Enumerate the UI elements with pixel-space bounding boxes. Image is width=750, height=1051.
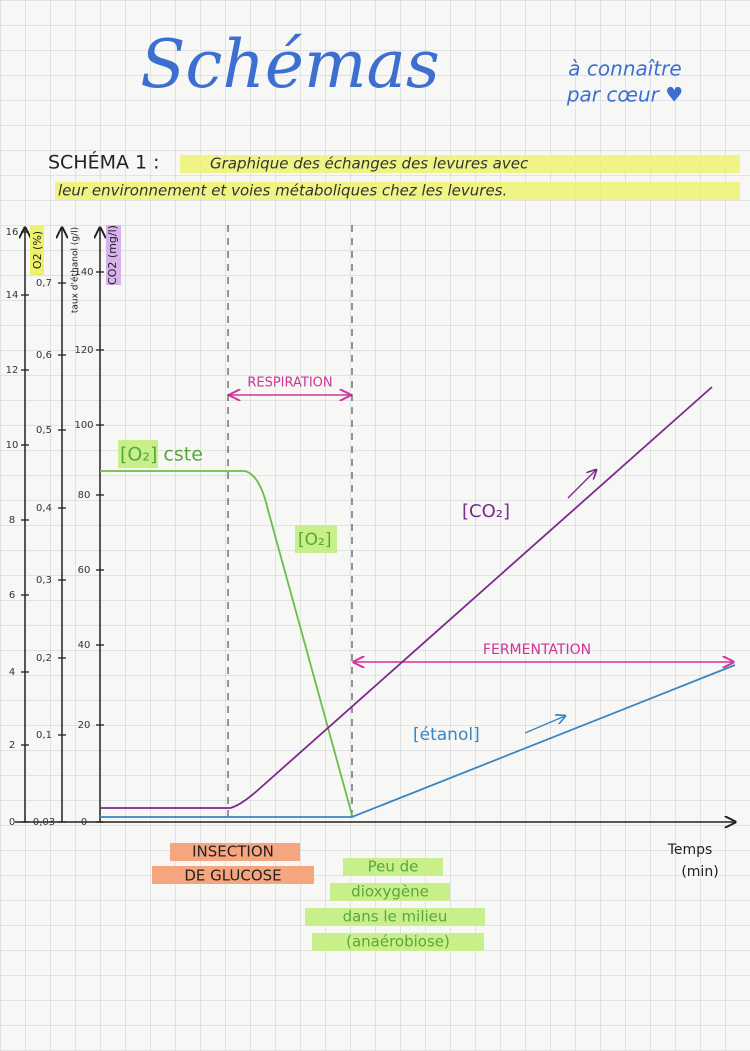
y-tick-label: 120	[74, 345, 93, 356]
highlight	[55, 182, 740, 200]
annotation: DE GLUCOSE	[184, 867, 281, 885]
highlight	[343, 858, 443, 876]
section-text: leur environnement et voies métaboliques…	[58, 182, 507, 200]
annotation: dans le milieu	[343, 908, 448, 926]
y-tick-label: 80	[78, 490, 91, 501]
y-tick-label: 100	[74, 420, 93, 431]
ethanol-curve	[100, 664, 736, 818]
highlight	[180, 155, 740, 173]
x-axis-label: (min)	[681, 864, 718, 880]
x-axis-label: Temps	[667, 842, 713, 858]
y-tick-label: 6	[9, 590, 15, 601]
y-tick-label: 40	[78, 640, 91, 651]
curve-label: [O₂] cste	[120, 444, 203, 466]
highlight	[295, 525, 337, 553]
y-tick-label: 0,4	[36, 503, 52, 514]
highlight	[330, 883, 450, 901]
annotation: Peu de	[368, 858, 419, 876]
phase-label: RESPIRATION	[247, 376, 332, 391]
y-tick-label: 20	[78, 720, 91, 731]
annotation: INSECTION	[192, 843, 274, 861]
curve-label: [étanol]	[413, 725, 480, 745]
highlight	[170, 843, 300, 861]
y-tick-label: 0	[9, 817, 15, 828]
annotation: dioxygène	[351, 883, 429, 901]
title-aside: par cœur ♥	[566, 83, 683, 107]
y-tick-label: 0	[81, 817, 87, 828]
y-tick-label: 60	[78, 565, 91, 576]
axis-label: O2 (%)	[31, 231, 44, 269]
y-tick-label: 8	[9, 515, 15, 526]
o2-curve	[100, 470, 353, 816]
y-tick-label: 140	[74, 267, 93, 278]
highlight	[312, 933, 484, 951]
y-tick-label: 2	[9, 740, 15, 751]
y-tick-label: 0,6	[36, 350, 52, 361]
highlight	[305, 908, 485, 926]
y-tick-label: 0,1	[36, 730, 52, 741]
y-tick-label: 0,03	[33, 817, 55, 828]
y-tick-label: 0,7	[36, 278, 52, 289]
highlight	[152, 866, 314, 884]
highlight	[30, 225, 44, 275]
y-tick-label: 16	[6, 227, 19, 238]
curve-label: [O₂]	[298, 530, 331, 550]
y-tick-label: 12	[6, 365, 19, 376]
trend-arrow	[567, 470, 596, 499]
y-tick-label: 4	[9, 667, 15, 678]
section-text: Graphique des échanges des levures avec	[210, 155, 529, 173]
page-title: Schémas	[140, 26, 440, 103]
co2-curve	[100, 386, 713, 809]
y-tick-label: 0,2	[36, 653, 52, 664]
section-heading: SCHÉMA 1 :	[48, 151, 160, 174]
title-aside: à connaître	[568, 57, 681, 81]
axis-label: taux d'éthanol (g/l)	[70, 227, 81, 313]
phase-label: FERMENTATION	[483, 642, 591, 658]
trend-arrow	[524, 716, 565, 734]
y-tick-label: 14	[6, 290, 19, 301]
highlight	[118, 440, 158, 468]
curve-label: [CO₂]	[462, 501, 510, 522]
axis-label: CO2 (mg/l)	[106, 225, 119, 285]
y-tick-label: 0,3	[36, 575, 52, 586]
y-tick-label: 0,5	[36, 425, 52, 436]
annotation: (anaérobiose)	[346, 933, 450, 951]
highlight	[106, 225, 121, 285]
y-tick-label: 10	[6, 440, 19, 451]
